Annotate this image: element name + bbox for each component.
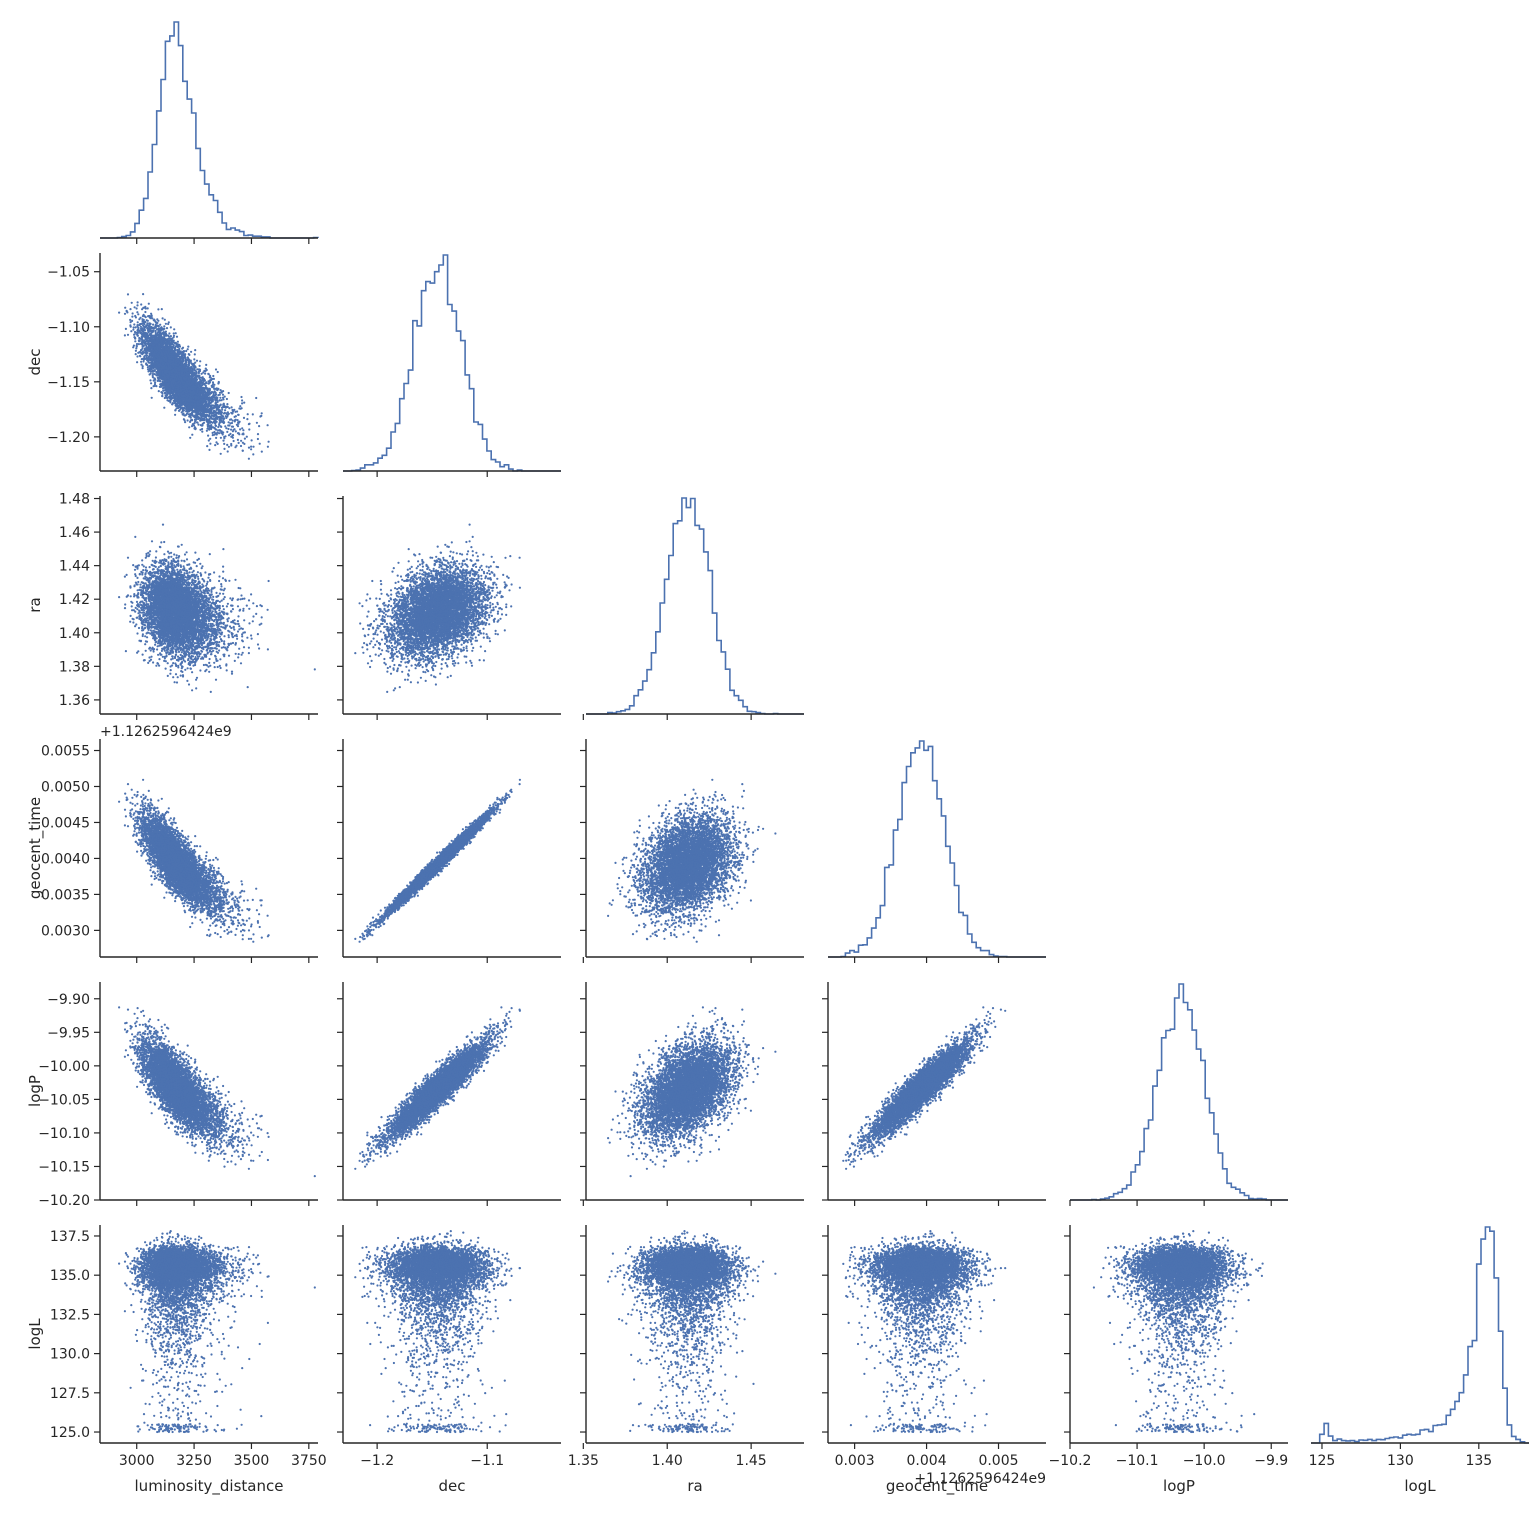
point xyxy=(261,412,263,414)
point xyxy=(268,441,270,443)
point xyxy=(206,445,208,447)
point xyxy=(258,425,260,427)
point xyxy=(227,450,229,452)
point xyxy=(161,395,163,397)
point xyxy=(136,311,138,313)
point xyxy=(242,442,244,444)
point xyxy=(139,355,141,357)
point xyxy=(143,355,145,357)
point xyxy=(177,341,179,343)
point xyxy=(244,438,246,440)
point xyxy=(124,334,126,336)
point xyxy=(174,414,176,416)
point xyxy=(226,431,228,433)
point xyxy=(221,409,223,411)
point xyxy=(158,390,160,392)
point xyxy=(256,422,258,424)
point xyxy=(246,418,248,420)
point xyxy=(191,425,193,427)
point xyxy=(132,329,134,331)
point xyxy=(259,443,261,445)
panel-dec-vs-luminosity_distance: −1.20−1.15−1.10−1.05 xyxy=(47,253,318,477)
point xyxy=(129,319,131,321)
point xyxy=(134,340,136,342)
point xyxy=(155,330,157,332)
point xyxy=(187,419,189,421)
scatter-points-dec-vs-luminosity_distance xyxy=(118,293,270,460)
point xyxy=(124,307,126,309)
point xyxy=(250,448,252,450)
point xyxy=(166,327,168,329)
point xyxy=(233,440,235,442)
point xyxy=(161,308,163,310)
point xyxy=(241,402,243,404)
point xyxy=(193,358,195,360)
point xyxy=(160,391,162,393)
point xyxy=(240,440,242,442)
point xyxy=(216,399,218,401)
point xyxy=(170,326,172,328)
point xyxy=(234,416,236,418)
point xyxy=(208,439,210,441)
point xyxy=(150,313,152,315)
point xyxy=(136,307,138,309)
point xyxy=(135,353,137,355)
point xyxy=(261,451,263,453)
point xyxy=(163,407,165,409)
point xyxy=(138,343,140,345)
point xyxy=(162,317,164,319)
point xyxy=(196,360,198,362)
histogram-luminosity_distance xyxy=(100,22,318,238)
point xyxy=(129,308,131,310)
point xyxy=(142,293,144,295)
point xyxy=(164,392,166,394)
panel-luminosity_distance-vs-luminosity_distance xyxy=(100,22,318,244)
point xyxy=(251,439,253,441)
point xyxy=(243,417,245,419)
point xyxy=(208,449,210,451)
point xyxy=(136,361,138,363)
point xyxy=(227,428,229,430)
point xyxy=(241,399,243,401)
point xyxy=(140,361,142,363)
point xyxy=(239,405,241,407)
point xyxy=(257,438,259,440)
point xyxy=(226,403,228,405)
point xyxy=(145,307,147,309)
point xyxy=(241,427,243,429)
point xyxy=(247,413,249,415)
point xyxy=(124,313,126,315)
point xyxy=(226,444,228,446)
point xyxy=(199,365,201,367)
panel-grid: −1.20−1.15−1.10−1.051.361.381.401.421.44… xyxy=(26,22,1529,1496)
point xyxy=(239,428,241,430)
point xyxy=(255,397,257,399)
point xyxy=(187,346,189,348)
point xyxy=(219,394,221,396)
point xyxy=(240,396,242,398)
point xyxy=(242,429,244,431)
point xyxy=(224,409,226,411)
point xyxy=(162,388,164,390)
point xyxy=(199,360,201,362)
point xyxy=(118,312,120,314)
point xyxy=(149,379,151,381)
point xyxy=(212,375,214,377)
point xyxy=(189,421,191,423)
point xyxy=(164,319,166,321)
point xyxy=(230,429,232,431)
point xyxy=(217,426,219,428)
point xyxy=(222,394,224,396)
point xyxy=(194,349,196,351)
point xyxy=(147,307,149,309)
point xyxy=(125,328,127,330)
